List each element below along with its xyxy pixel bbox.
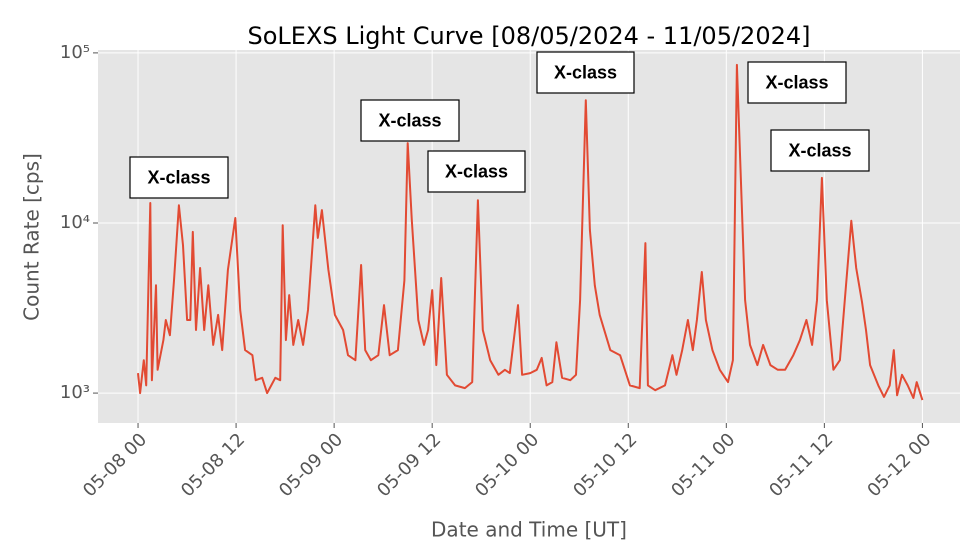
x-tick-label: 05-09 00 xyxy=(275,429,347,501)
y-tick-label: 10⁴ xyxy=(60,212,90,233)
x-tick-label: 05-10 12 xyxy=(569,429,641,501)
annotation-box xyxy=(536,51,635,94)
annotation: X-class xyxy=(378,110,441,130)
annotation: X-class xyxy=(445,161,508,181)
x-tick-label: 05-08 12 xyxy=(177,429,249,501)
annotation-box xyxy=(129,156,229,199)
x-tick-label: 05-12 00 xyxy=(863,429,935,501)
x-axis-label: Date and Time [UT] xyxy=(431,518,627,542)
annotation-box xyxy=(770,129,870,172)
line-series xyxy=(137,63,924,401)
chart-title: SoLEXS Light Curve [08/05/2024 - 11/05/2… xyxy=(247,22,810,50)
annotation: X-class xyxy=(788,140,851,160)
annotation: X-class xyxy=(147,167,210,187)
annotation: X-class xyxy=(765,72,828,92)
x-tick-label: 05-10 00 xyxy=(471,429,543,501)
x-tick-label: 05-09 12 xyxy=(373,429,445,501)
x-tick-label: 05-08 00 xyxy=(79,429,151,501)
x-tick-label: 05-11 12 xyxy=(765,429,837,501)
annotation-box xyxy=(427,150,526,193)
annotation-box xyxy=(360,99,460,142)
annotation: X-class xyxy=(554,62,617,82)
plot-area xyxy=(98,50,960,423)
annotation-box xyxy=(747,61,847,104)
y-axis-label: Count Rate [cps] xyxy=(20,153,44,321)
x-tick-label: 05-11 00 xyxy=(667,429,739,501)
y-tick-label: 10³ xyxy=(60,382,90,403)
y-tick-label: 10⁵ xyxy=(60,42,90,63)
